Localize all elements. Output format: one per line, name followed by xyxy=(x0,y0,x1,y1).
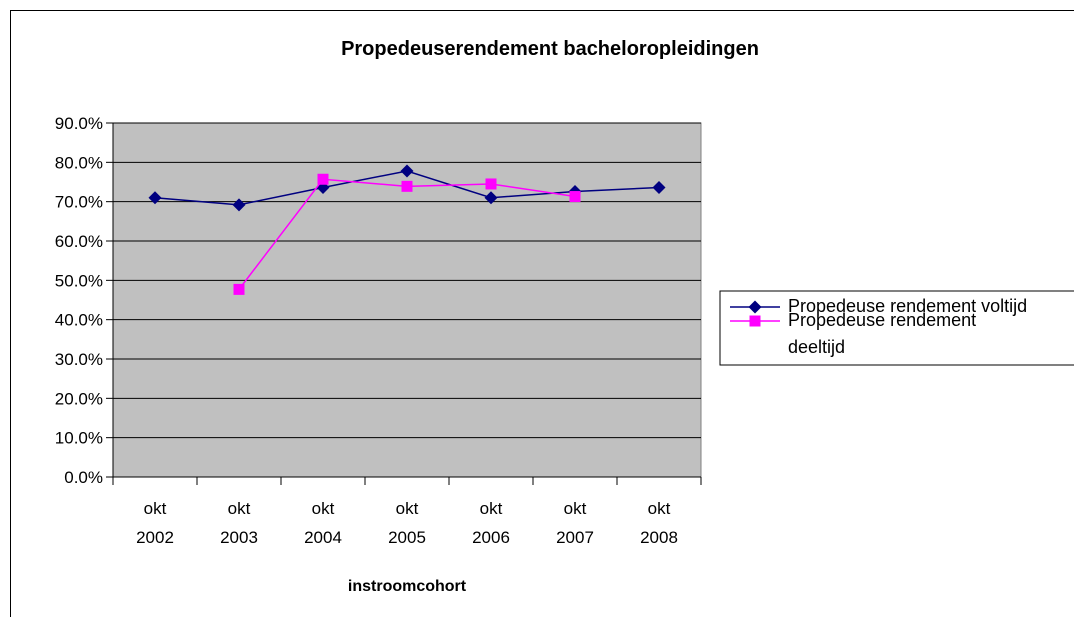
x-tick-label: okt 2002 xyxy=(136,499,174,547)
x-axis-title: instroomcohort xyxy=(348,578,467,595)
y-tick-label: 80.0% xyxy=(55,153,103,172)
y-tick-label: 20.0% xyxy=(55,389,103,408)
marker xyxy=(748,300,762,314)
y-tick-label: 70.0% xyxy=(55,193,103,212)
x-tick-label: okt 2003 xyxy=(220,499,258,547)
x-tick-label: okt 2008 xyxy=(640,499,678,547)
marker xyxy=(484,191,498,205)
marker xyxy=(401,180,413,192)
legend-box xyxy=(719,290,1074,366)
y-tick-label: 30.0% xyxy=(55,350,103,369)
y-tick-label: 90.0% xyxy=(55,114,103,133)
marker xyxy=(749,315,761,327)
x-tick-label: okt 2004 xyxy=(304,499,342,547)
marker xyxy=(232,198,246,212)
marker xyxy=(569,191,581,203)
marker xyxy=(148,191,162,205)
y-tick-label: 60.0% xyxy=(55,232,103,251)
marker xyxy=(485,178,497,190)
y-tick-label: 40.0% xyxy=(55,311,103,330)
y-tick-label: 0.0% xyxy=(64,468,103,487)
chart-title: Propedeuserendement bacheloropleidingen xyxy=(341,38,759,60)
y-tick-label: 50.0% xyxy=(55,271,103,290)
chart-frame xyxy=(10,10,1074,617)
y-tick-label: 10.0% xyxy=(55,429,103,448)
marker xyxy=(317,173,329,185)
legend-label: Propedeuse rendement voltijd xyxy=(788,296,1028,316)
legend-label: Propedeuse rendement deeltijd xyxy=(788,310,977,357)
x-tick-label: okt 2006 xyxy=(472,499,510,547)
marker xyxy=(652,181,666,195)
marker xyxy=(233,283,245,295)
x-tick-label: okt 2005 xyxy=(388,499,426,547)
marker xyxy=(400,164,414,178)
x-tick-label: okt 2007 xyxy=(556,499,594,547)
